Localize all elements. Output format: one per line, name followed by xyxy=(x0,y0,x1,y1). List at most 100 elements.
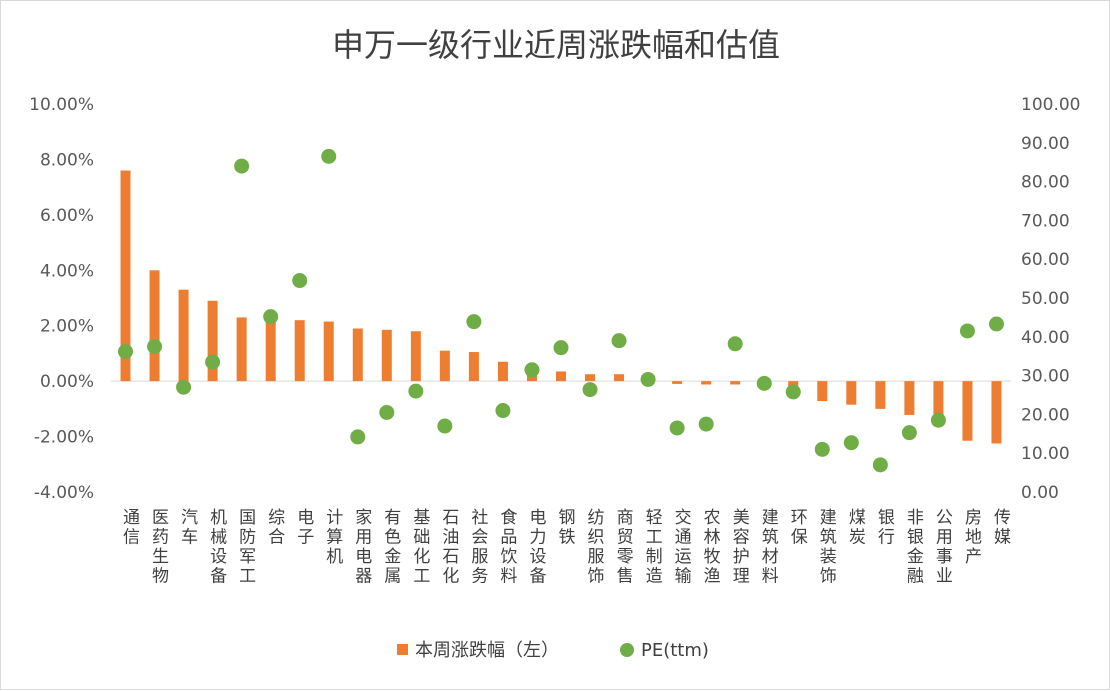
right-tick-label: 50.00 xyxy=(1021,289,1070,309)
category-label: 建筑装饰 xyxy=(820,508,837,587)
category-label: 综合 xyxy=(268,508,285,548)
pe-series xyxy=(118,148,1004,473)
left-tick-label: 2.00% xyxy=(40,317,94,337)
pe-point xyxy=(669,420,685,436)
category-label: 通信 xyxy=(123,508,140,548)
bar xyxy=(962,381,973,441)
pe-point xyxy=(988,316,1004,332)
legend-bar-swatch xyxy=(397,644,408,655)
pe-point xyxy=(727,336,743,352)
pe-point xyxy=(640,371,656,387)
left-tick-label: 4.00% xyxy=(40,261,94,281)
pe-point xyxy=(321,148,337,164)
pe-point xyxy=(814,441,830,457)
category-label: 家用电器 xyxy=(355,508,372,587)
left-tick-label: 10.00% xyxy=(29,95,94,115)
bar xyxy=(149,270,160,382)
bar xyxy=(991,381,1002,444)
category-label: 商贸零售 xyxy=(617,508,634,587)
bar-series xyxy=(120,170,1002,444)
category-label: 传媒 xyxy=(994,508,1011,548)
bar xyxy=(585,374,596,382)
pe-point xyxy=(785,384,801,400)
legend: 本周涨跌幅（左） PE(ttm) xyxy=(397,640,709,661)
bar xyxy=(381,329,392,382)
legend-pe-label: PE(ttm) xyxy=(641,640,709,661)
right-tick-label: 80.00 xyxy=(1021,173,1070,193)
left-tick-label: 6.00% xyxy=(40,206,94,226)
pe-point xyxy=(901,425,917,441)
right-tick-label: 0.00 xyxy=(1021,483,1059,503)
category-label: 钢铁 xyxy=(559,508,576,548)
pe-point xyxy=(611,333,627,349)
category-label: 基础化工 xyxy=(413,508,430,587)
category-label: 纺织服饰 xyxy=(588,508,605,587)
pe-point xyxy=(553,340,569,356)
category-label: 建筑材料 xyxy=(762,508,779,587)
pe-point xyxy=(147,339,163,354)
category-label: 有色金属 xyxy=(384,508,401,587)
category-label: 轻工制造 xyxy=(646,508,663,587)
bar xyxy=(933,381,944,418)
bar xyxy=(875,381,886,409)
pe-point xyxy=(263,309,279,325)
pe-point xyxy=(118,344,134,360)
bar xyxy=(178,289,189,382)
category-label: 美容护理 xyxy=(733,508,750,587)
right-tick-label: 60.00 xyxy=(1021,250,1070,270)
pe-point xyxy=(437,418,453,434)
category-label: 汽车 xyxy=(181,508,198,548)
category-label: 环保 xyxy=(791,508,808,548)
left-tick-label: -4.00% xyxy=(34,483,94,503)
right-axis-ticks: 0.00 10.00 20.00 30.00 40.00 50.00 60.00 70.00 8… xyxy=(1021,95,1080,503)
category-label: 机械设备 xyxy=(210,508,227,587)
category-label: 公用事业 xyxy=(936,508,953,587)
bar xyxy=(556,371,566,382)
category-label: 医药生物 xyxy=(152,508,169,587)
chart-title: 申万一级行业近周涨跌幅和估值 xyxy=(332,26,780,64)
pe-point xyxy=(234,158,250,174)
bar xyxy=(468,352,479,382)
bar xyxy=(236,317,247,382)
category-label: 煤炭 xyxy=(849,508,866,548)
category-labels: 通信医药生物汽车机械设备国防军工综合电子计算机家用电器有色金属基础化工石油石化社… xyxy=(123,508,1011,587)
bar xyxy=(439,350,450,382)
legend-bar-label: 本周涨跌幅（左） xyxy=(415,640,559,661)
pe-point xyxy=(408,383,424,399)
legend-pe-swatch xyxy=(620,643,634,657)
category-label: 农林牧渔 xyxy=(704,508,721,587)
category-label: 国防军工 xyxy=(239,508,256,587)
bar xyxy=(207,300,218,382)
category-label: 石油石化 xyxy=(442,508,459,587)
pe-point xyxy=(350,429,366,445)
bar xyxy=(817,381,828,402)
bar xyxy=(352,328,363,382)
right-tick-label: 90.00 xyxy=(1021,134,1070,154)
pe-point xyxy=(379,404,395,420)
left-axis-ticks: -4.00% -2.00% 0.00% 2.00% 4.00% 6.00% 8.00% 10.… xyxy=(29,95,94,503)
pe-point xyxy=(524,362,540,378)
pe-point xyxy=(292,273,308,289)
bar xyxy=(614,374,625,382)
category-label: 食品饮料 xyxy=(500,508,517,587)
pe-point xyxy=(930,412,946,428)
pe-point xyxy=(872,457,888,473)
bar xyxy=(410,331,421,382)
bar xyxy=(701,381,712,385)
left-tick-label: 0.00% xyxy=(40,372,94,392)
category-label: 计算机 xyxy=(326,508,343,567)
right-tick-label: 20.00 xyxy=(1021,405,1070,425)
pe-point xyxy=(582,382,598,398)
bar xyxy=(294,320,305,382)
bar xyxy=(497,361,508,382)
pe-point xyxy=(176,379,192,395)
right-tick-label: 40.00 xyxy=(1021,328,1070,348)
pe-point xyxy=(698,416,714,432)
category-label: 非银金融 xyxy=(907,508,924,587)
bar xyxy=(730,381,741,385)
bar xyxy=(265,318,276,382)
pe-point xyxy=(959,323,975,339)
bar xyxy=(846,381,857,405)
category-label: 交通运输 xyxy=(675,508,692,587)
